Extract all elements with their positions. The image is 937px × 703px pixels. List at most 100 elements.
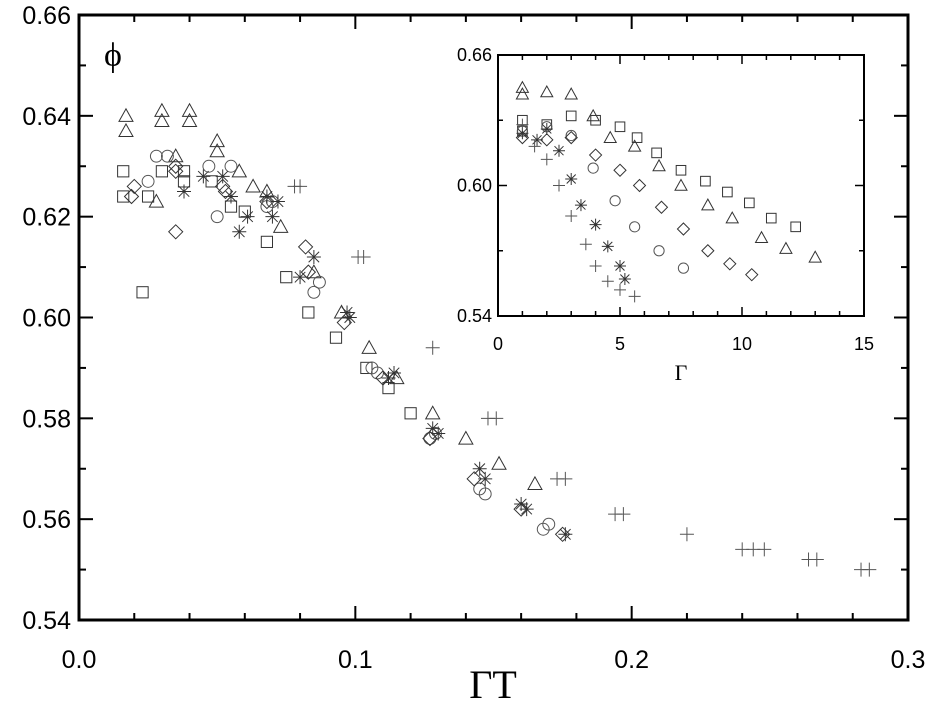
data-point-asterisks — [265, 209, 280, 224]
data-point-plus — [356, 250, 371, 264]
data-point-asterisks — [519, 502, 534, 517]
data-point-diamonds — [422, 430, 438, 447]
data-point-squares — [302, 306, 315, 319]
data-point-circles — [202, 159, 216, 173]
data-point-plus — [565, 209, 578, 222]
data-point-triangles — [515, 87, 530, 100]
data-point-circles — [224, 159, 238, 173]
data-point-triangles — [209, 133, 226, 148]
data-point-diamonds — [259, 193, 275, 210]
data-point-asterisks — [601, 240, 614, 253]
data-point-triangles — [652, 158, 666, 172]
data-point-asterisks — [425, 421, 440, 436]
data-point-diamonds — [723, 257, 737, 271]
data-point-squares — [790, 221, 801, 233]
data-point-triangles — [181, 112, 198, 127]
data-point-triangles — [808, 250, 823, 263]
data-point-circles — [609, 195, 621, 207]
data-point-asterisks — [240, 209, 255, 224]
data-point-squares — [360, 361, 373, 375]
data-point-squares — [765, 212, 777, 224]
y-tick-label: 0.60 — [457, 176, 492, 196]
data-point-asterisks — [478, 471, 493, 486]
data-point-asterisks — [259, 189, 274, 204]
data-point-squares — [675, 164, 687, 176]
data-point-diamonds — [300, 264, 317, 280]
data-point-circles — [677, 262, 690, 274]
data-point-squares — [744, 197, 755, 209]
data-point-circles — [149, 149, 163, 163]
data-point-asterisks — [232, 224, 247, 239]
y-tick-label: 0.54 — [22, 607, 71, 635]
data-point-asterisks — [177, 184, 192, 199]
data-point-triangles — [209, 143, 226, 158]
data-point-asterisks — [574, 199, 587, 212]
data-point-squares — [614, 121, 626, 133]
data-point-plus — [579, 238, 592, 251]
data-point-triangles — [491, 455, 507, 470]
data-point-circles — [160, 149, 174, 163]
data-point-asterisks — [387, 365, 402, 380]
data-point-squares — [651, 147, 662, 159]
data-point-triangles — [181, 102, 198, 117]
data-point-diamonds — [168, 158, 184, 174]
data-point-triangles — [148, 193, 165, 208]
data-point-asterisks — [531, 133, 544, 146]
data-point-squares — [136, 286, 149, 299]
data-point-triangles — [539, 84, 554, 98]
data-point-triangles — [603, 130, 618, 143]
phi-label: ϕ — [104, 37, 122, 74]
y-tick-label: 0.66 — [457, 45, 492, 65]
main-axis-ticks — [78, 14, 909, 621]
data-point-plus — [628, 290, 641, 303]
data-point-asterisks — [472, 461, 487, 476]
x-tick-label: 15 — [854, 334, 874, 354]
data-point-plus — [809, 552, 824, 567]
data-point-diamonds — [168, 224, 184, 240]
data-point-triangles — [779, 241, 793, 254]
data-point-diamonds — [613, 163, 627, 177]
data-point-asterisks — [589, 218, 602, 231]
data-point-diamonds — [217, 183, 234, 200]
y-tick-label: 0.58 — [22, 405, 71, 433]
data-point-squares — [177, 165, 191, 178]
data-point-circles — [478, 487, 492, 501]
y-tick-label: 0.54 — [457, 306, 492, 326]
data-point-diamonds — [564, 130, 578, 145]
data-point-asterisks — [618, 273, 631, 286]
inset-x-axis-title: Γ — [675, 360, 688, 385]
data-point-circles — [565, 129, 577, 142]
data-point-triangles — [458, 430, 474, 445]
data-point-plus — [679, 527, 694, 542]
data-point-asterisks — [614, 259, 626, 272]
data-point-triangles — [725, 211, 740, 224]
x-tick-label: 10 — [732, 334, 752, 354]
data-point-diamonds — [513, 501, 529, 517]
data-point-diamonds — [654, 200, 669, 214]
data-point-squares — [155, 165, 169, 178]
x-tick-label: 0.2 — [614, 646, 649, 674]
data-point-diamonds — [214, 178, 231, 195]
data-point-diamonds — [297, 239, 314, 255]
data-point-plus — [425, 340, 440, 355]
data-point-triangles — [154, 112, 170, 127]
data-point-circles — [542, 517, 556, 531]
data-point-triangles — [424, 405, 441, 420]
data-point-plus — [589, 259, 602, 272]
data-point-asterisks — [342, 310, 357, 325]
data-point-squares — [238, 205, 251, 218]
y-tick-label: 0.56 — [22, 506, 71, 534]
data-point-squares — [141, 190, 155, 203]
data-point-triangles — [231, 163, 248, 178]
data-point-plus — [862, 562, 877, 577]
data-point-plus — [558, 471, 573, 486]
data-point-plus — [516, 118, 529, 131]
data-point-squares — [590, 114, 601, 126]
data-point-asterisks — [514, 497, 529, 512]
data-point-asterisks — [553, 144, 565, 157]
data-point-plus — [293, 179, 308, 194]
data-point-asterisks — [196, 169, 211, 184]
y-tick-label: 0.60 — [22, 305, 71, 333]
data-point-triangles — [118, 122, 134, 138]
